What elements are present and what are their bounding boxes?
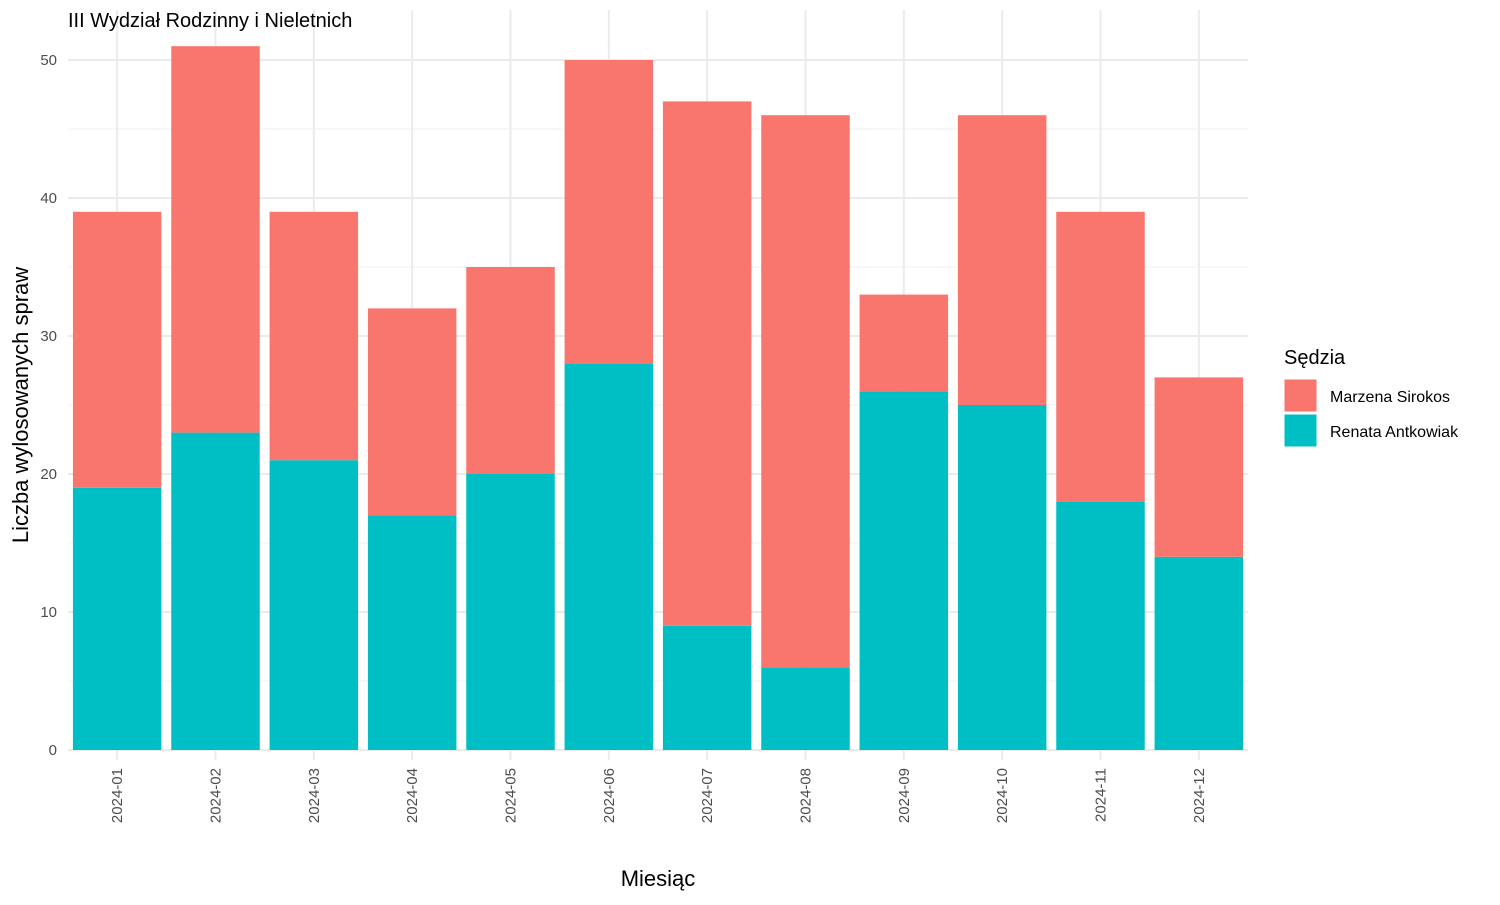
- bar-renata-antkowiak-2024-08: [761, 667, 850, 750]
- legend-swatch: [1283, 413, 1318, 448]
- legend-label: Marzena Sirokos: [1330, 389, 1450, 406]
- bar-marzena-sirokos-2024-08: [761, 115, 850, 668]
- x-tick-label: 2024-12: [1191, 768, 1208, 823]
- y-tick-label: 30: [40, 328, 57, 345]
- bar-renata-antkowiak-2024-03: [269, 460, 359, 750]
- legend: Sędzia Marzena Sirokos Renata Antkowiak: [1283, 347, 1459, 448]
- x-tick-label: 2024-02: [208, 768, 225, 823]
- x-tick-label: 2024-09: [896, 768, 913, 823]
- minor-gridlines: [68, 128, 1248, 682]
- y-tick-label: 20: [40, 466, 57, 483]
- x-tick-label: 2024-10: [994, 768, 1011, 823]
- bar-marzena-sirokos-2024-09: [859, 294, 949, 392]
- y-tick-label: 0: [49, 742, 57, 759]
- bar-renata-antkowiak-2024-06: [564, 363, 654, 750]
- x-tick-label: 2024-01: [109, 768, 126, 823]
- chart-title: III Wydział Rodzinny i Nieletnich: [68, 10, 352, 32]
- bar-renata-antkowiak-2024-04: [367, 515, 457, 750]
- bar-renata-antkowiak-2024-12: [1154, 556, 1244, 750]
- x-tick-label: 2024-04: [404, 768, 421, 823]
- bars-group: [72, 46, 1244, 750]
- bar-renata-antkowiak-2024-02: [171, 432, 260, 750]
- x-tick-label: 2024-06: [601, 768, 618, 823]
- bar-renata-antkowiak-2024-05: [466, 474, 555, 750]
- x-tick-label: 2024-08: [798, 768, 815, 823]
- y-tick-label: 50: [40, 52, 57, 69]
- bar-marzena-sirokos-2024-07: [662, 101, 752, 626]
- bar-marzena-sirokos-2024-06: [564, 60, 654, 364]
- y-tick-label: 10: [40, 604, 57, 621]
- bar-renata-antkowiak-2024-01: [72, 487, 162, 750]
- y-tick-label: 40: [40, 190, 57, 207]
- bar-marzena-sirokos-2024-01: [72, 211, 162, 488]
- x-tick-label: 2024-05: [503, 768, 520, 823]
- x-tick-label: 2024-03: [306, 768, 323, 823]
- x-axis-tick-labels: 2024-01 2024-02 2024-03 2024-04 2024-05 2024-…: [109, 768, 1208, 823]
- y-axis-title: Liczba wylosowanych spraw: [8, 267, 33, 543]
- bar-renata-antkowiak-2024-11: [1056, 501, 1145, 750]
- legend-label: Renata Antkowiak: [1330, 424, 1459, 441]
- legend-title: Sędzia: [1284, 347, 1346, 369]
- bar-marzena-sirokos-2024-02: [171, 46, 260, 433]
- legend-items: Marzena Sirokos Renata Antkowiak: [1283, 378, 1459, 448]
- bar-marzena-sirokos-2024-04: [367, 308, 457, 516]
- bar-marzena-sirokos-2024-05: [466, 267, 555, 474]
- x-axis-title: Miesiąc: [621, 866, 696, 891]
- x-tick-label: 2024-07: [699, 768, 716, 823]
- bar-renata-antkowiak-2024-09: [859, 391, 949, 750]
- x-tick-label: 2024-11: [1093, 768, 1110, 822]
- bar-renata-antkowiak-2024-07: [662, 625, 752, 750]
- y-axis-tick-labels: 0 10 20 30 40 50: [40, 52, 57, 759]
- bar-renata-antkowiak-2024-10: [957, 405, 1047, 750]
- bar-marzena-sirokos-2024-10: [957, 115, 1047, 405]
- legend-swatch: [1283, 378, 1318, 413]
- bar-marzena-sirokos-2024-12: [1154, 377, 1244, 557]
- bar-marzena-sirokos-2024-03: [269, 211, 359, 461]
- bar-marzena-sirokos-2024-11: [1056, 211, 1145, 502]
